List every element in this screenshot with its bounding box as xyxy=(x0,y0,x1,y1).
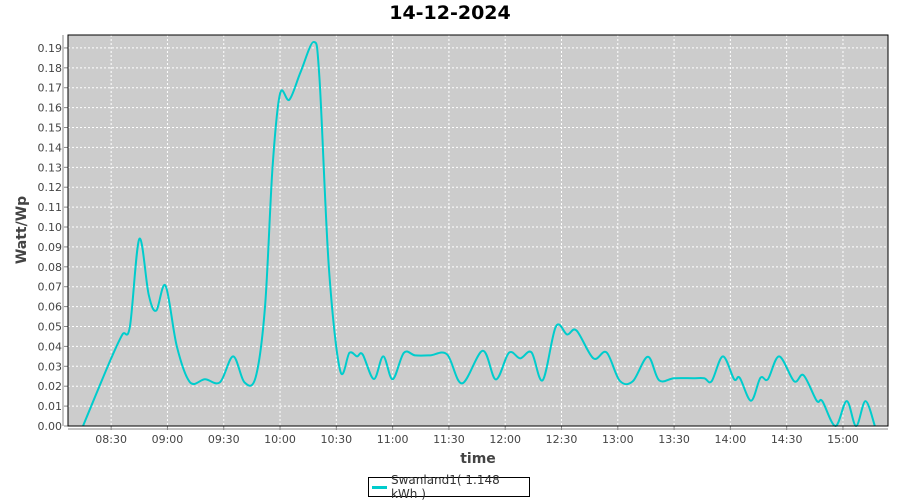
y-tick-label: 0.15 xyxy=(38,122,63,135)
y-axis-label: Watt/Wp xyxy=(14,195,30,265)
plot-area xyxy=(68,35,888,426)
y-tick-label: 0.02 xyxy=(38,380,63,393)
y-tick-label: 0.00 xyxy=(38,420,63,433)
y-tick-label: 0.19 xyxy=(38,42,63,55)
x-tick-label: 09:30 xyxy=(208,433,240,446)
x-tick-label: 10:00 xyxy=(264,433,296,446)
y-tick-label: 0.18 xyxy=(38,62,63,75)
legend-label: Swanland1( 1.148 kWh ) xyxy=(390,473,500,501)
chart-title: 14-12-2024 xyxy=(389,2,511,24)
series-line-0 xyxy=(82,40,876,428)
x-tick-label: 11:00 xyxy=(377,433,409,446)
x-tick-label: 14:30 xyxy=(771,433,803,446)
y-tick-label: 0.14 xyxy=(38,141,63,154)
y-tick-label: 0.05 xyxy=(38,321,63,334)
x-tick-label: 15:00 xyxy=(827,433,859,446)
x-tick-label: 13:30 xyxy=(658,433,690,446)
x-tick-label: 11:30 xyxy=(433,433,465,446)
plot-border xyxy=(67,34,889,427)
y-tick-label: 0.03 xyxy=(38,360,63,373)
y-tick-label: 0.01 xyxy=(38,400,63,413)
x-tick-label: 14:00 xyxy=(715,433,747,446)
y-tick-label: 0.11 xyxy=(38,201,63,214)
x-tick-label: 09:00 xyxy=(152,433,184,446)
x-axis-label: time xyxy=(460,451,496,467)
y-tick-label: 0.07 xyxy=(38,281,63,294)
x-tick-label: 13:00 xyxy=(602,433,634,446)
y-tick-label: 0.12 xyxy=(38,181,63,194)
y-tick-label: 0.04 xyxy=(38,340,63,353)
y-tick-label: 0.10 xyxy=(38,221,63,234)
legend: Swanland1( 1.148 kWh ) xyxy=(368,473,530,501)
y-tick-label: 0.08 xyxy=(38,261,63,274)
y-tick-label: 0.17 xyxy=(38,82,63,95)
x-tick-label: 12:30 xyxy=(546,433,578,446)
legend-swatch xyxy=(372,485,387,489)
x-tick-label: 12:00 xyxy=(489,433,521,446)
y-tick-label: 0.13 xyxy=(38,161,63,174)
y-tick-label: 0.09 xyxy=(38,241,63,254)
y-tick-label: 0.06 xyxy=(38,301,63,314)
y-tick-label: 0.16 xyxy=(38,102,63,115)
x-tick-label: 10:30 xyxy=(320,433,352,446)
x-tick-label: 08:30 xyxy=(95,433,127,446)
